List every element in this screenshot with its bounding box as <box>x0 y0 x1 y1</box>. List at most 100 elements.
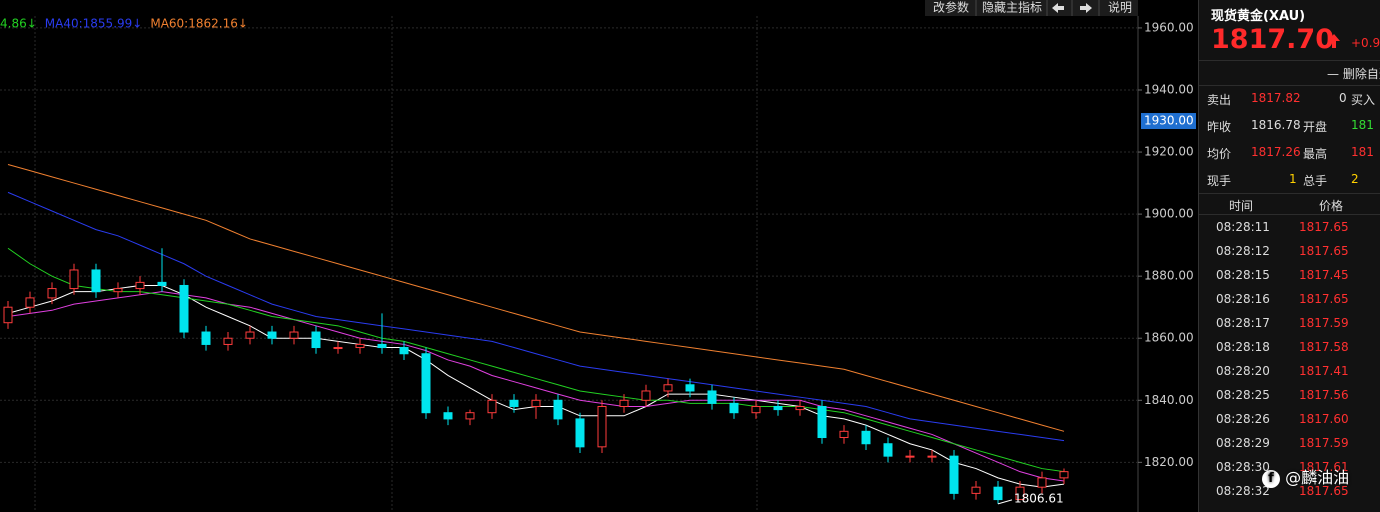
candle-body <box>685 384 695 392</box>
trade-time: 08:28:16 <box>1216 292 1270 306</box>
y-tick-label: 1840.00 <box>1144 393 1194 407</box>
quote-cell: 开盘 <box>1303 120 1328 134</box>
quote-cell: 181 <box>1351 145 1374 159</box>
trade-time: 08:28:17 <box>1216 316 1270 330</box>
candle-body <box>289 331 299 339</box>
next-button[interactable] <box>1080 3 1092 13</box>
quote-cell: 1816.78 <box>1251 118 1301 132</box>
candle-body <box>795 405 805 411</box>
candle-body <box>91 269 101 293</box>
trade-price: 1817.45 <box>1299 268 1349 282</box>
candle-body <box>179 284 189 333</box>
quote-cell: 1 <box>1289 172 1297 186</box>
candle-body <box>839 430 849 439</box>
trade-time: 08:28:12 <box>1216 244 1270 258</box>
candle-body <box>883 443 893 457</box>
low-pointer <box>997 499 1013 505</box>
y-tick-label: 1860.00 <box>1144 331 1194 345</box>
candle-body <box>25 297 35 308</box>
candle-body <box>553 399 563 420</box>
candle-body <box>311 331 321 349</box>
legend-entry: MA40:1855.99↓ <box>45 17 143 31</box>
ma-line <box>7 191 1065 442</box>
quote-cell: 最高 <box>1303 147 1328 161</box>
remove-label[interactable]: 删除自选 <box>1342 67 1380 81</box>
trade-time: 08:28:32 <box>1216 484 1270 498</box>
quote-cell: 1817.82 <box>1251 91 1301 105</box>
trade-price: 1817.61 <box>1299 460 1349 474</box>
candle-body <box>465 412 475 420</box>
trade-price: 1817.58 <box>1299 340 1349 354</box>
candle-body <box>1015 486 1025 501</box>
candle-body <box>377 343 387 349</box>
quote-cell: 0 <box>1339 91 1347 105</box>
toolbar-bg <box>925 0 1138 16</box>
candle-body <box>157 281 167 286</box>
button[interactable]: 说明 <box>1108 0 1132 15</box>
candle-body <box>729 402 739 414</box>
col-header: 价格 <box>1319 199 1344 213</box>
trade-price: 1817.60 <box>1299 412 1349 426</box>
trade-price: 1817.41 <box>1299 364 1349 378</box>
quote-cell: 181 <box>1351 118 1374 132</box>
y-tick-label: 1940.00 <box>1144 82 1194 96</box>
candle-body <box>619 399 629 407</box>
ma-line <box>7 247 1065 473</box>
price-marker <box>1141 113 1196 130</box>
quote-cell: 现手 <box>1207 174 1232 188</box>
candle-body <box>773 405 783 411</box>
candle-body <box>267 331 277 339</box>
trade-time: 08:28:11 <box>1216 220 1270 234</box>
trade-price: 1817.59 <box>1299 436 1349 450</box>
trade-time: 08:28:20 <box>1216 364 1270 378</box>
last-price: 1817.70 <box>1211 24 1334 55</box>
col-header: 时间 <box>1229 199 1254 213</box>
trade-time: 08:28:18 <box>1216 340 1270 354</box>
prev-button[interactable] <box>1052 3 1064 13</box>
candle-body <box>487 399 497 414</box>
quote-cell: 均价 <box>1207 147 1232 161</box>
toolbar: 改参数 隐藏主指标 说明 <box>925 0 1138 16</box>
candle-body <box>531 399 541 407</box>
quote-cell: 买入 <box>1351 93 1376 107</box>
button[interactable]: 改参数 <box>933 0 969 15</box>
candle-body <box>1059 471 1069 479</box>
trade-time: 08:28:29 <box>1216 436 1270 450</box>
watermark: f @麟油油 <box>1262 464 1349 488</box>
y-tick-label: 1900.00 <box>1144 207 1194 221</box>
quote-cell: 1817.26 <box>1251 145 1301 159</box>
button[interactable]: 隐藏主指标 <box>982 0 1042 15</box>
candle-body <box>575 418 585 448</box>
trade-time: 08:28:15 <box>1216 268 1270 282</box>
candle-body <box>399 347 409 355</box>
chart: 改参数 隐藏主指标 说明 1820.00 1840.00 1860.00 1880.0… <box>0 0 1198 512</box>
y-tick-label: 1880.00 <box>1144 269 1194 283</box>
candle-body <box>113 288 123 293</box>
candle-body <box>597 405 607 448</box>
y-axis-bg <box>1138 0 1198 512</box>
trade-time: 08:28:30 <box>1216 460 1270 474</box>
candle-body <box>69 269 79 290</box>
candle-body <box>1037 477 1047 488</box>
price-marker-label: 1930.00 <box>1144 114 1194 128</box>
legend-entry: MA60:1862.16↓ <box>150 17 248 31</box>
trade-price: 1817.65 <box>1299 292 1349 306</box>
candle-body <box>443 412 453 420</box>
ma-line <box>7 163 1065 432</box>
change: +0.9 <box>1351 36 1380 50</box>
up-arrow <box>1328 34 1340 48</box>
legend-entry: 4.86↓ <box>0 17 37 31</box>
candle-body <box>135 281 145 290</box>
candle-body <box>751 405 761 414</box>
low-annotation: 1806.61 <box>1014 491 1064 505</box>
candle-body <box>707 390 717 404</box>
trade-time: 08:28:25 <box>1216 388 1270 402</box>
candle-body <box>245 331 255 339</box>
candle-body <box>47 288 57 299</box>
candle-body <box>993 486 1003 501</box>
quote-panel: 现货黄金(XAU) 1817.70 +0.9 — 删除自选 卖出 1817.82 0… <box>1198 0 1380 512</box>
y-tick-label: 1820.00 <box>1144 455 1194 469</box>
remove-button[interactable]: — 删除自选 <box>1327 65 1380 82</box>
candle-body <box>333 347 343 350</box>
